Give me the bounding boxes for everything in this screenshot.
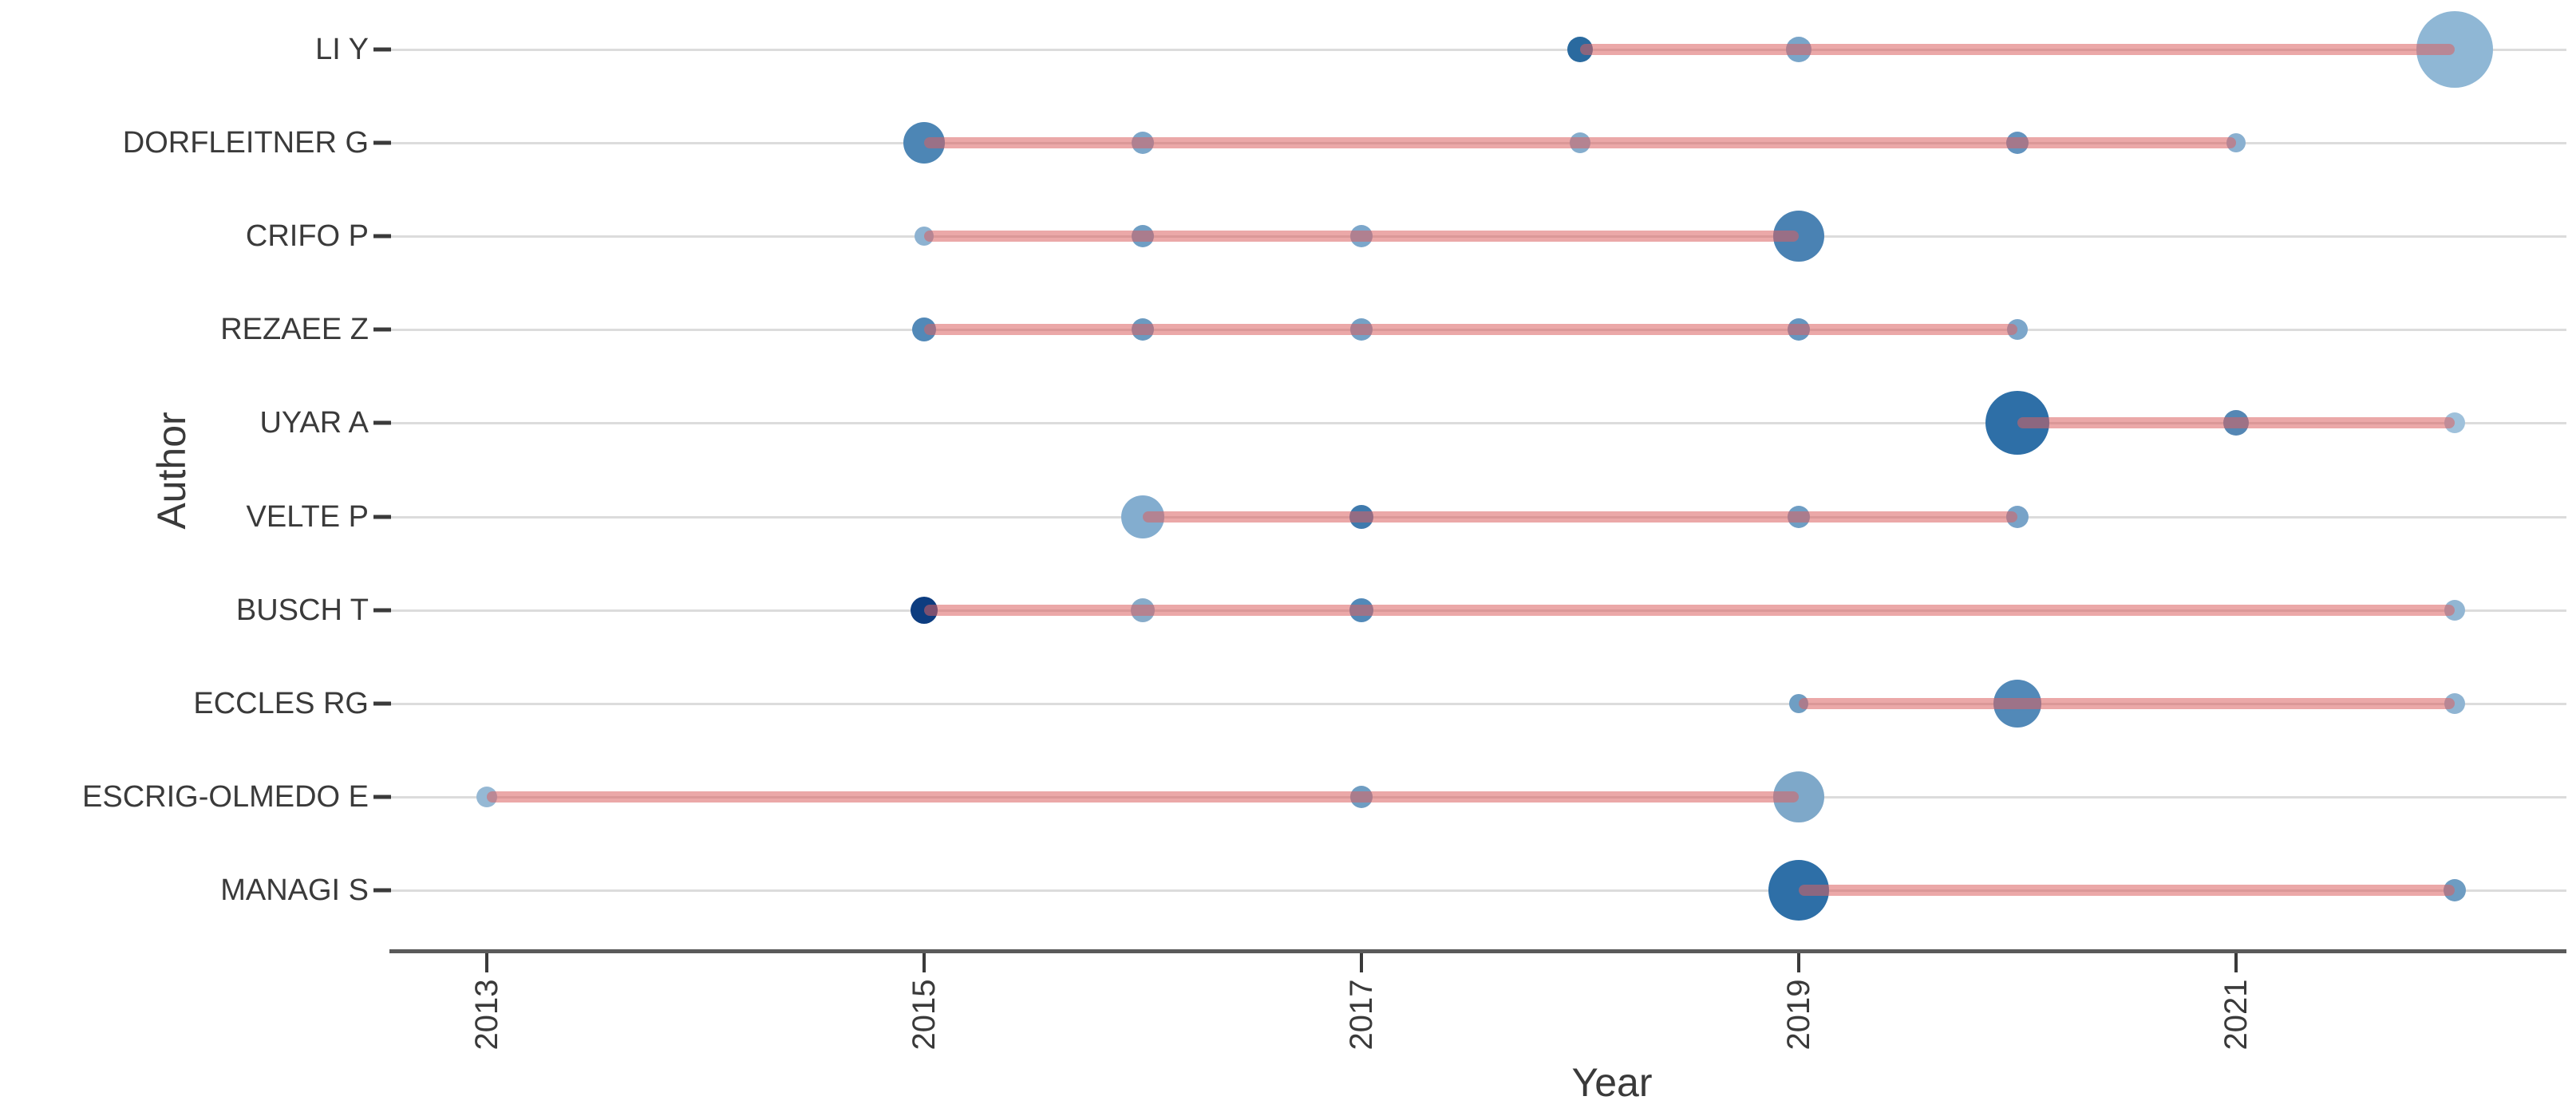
y-axis-tick (373, 234, 391, 239)
activity-span-line (487, 791, 1799, 803)
x-axis-title: Year (1571, 1060, 1653, 1105)
author-label: UYAR A (259, 406, 369, 440)
author-label: BUSCH T (235, 593, 369, 627)
activity-span-line (924, 231, 1799, 243)
y-axis-tick (373, 888, 391, 893)
x-axis-line (389, 949, 2566, 953)
x-axis-tick-label: 2019 (1781, 979, 1816, 1051)
x-axis-tick-label: 2013 (469, 979, 504, 1051)
activity-span-line (1143, 511, 2017, 523)
author-label: DORFLEITNER G (122, 126, 369, 160)
y-axis-tick (373, 140, 391, 145)
row-gridline (391, 702, 2566, 705)
activity-span-line (1580, 44, 2455, 55)
y-axis-tick (373, 701, 391, 706)
x-axis-tick-label: 2021 (2218, 979, 2254, 1051)
activity-span-line (1799, 697, 2455, 709)
row-gridline (391, 49, 2566, 51)
activity-span-line (924, 604, 2455, 616)
x-axis-tick (2234, 953, 2238, 972)
y-axis-tick (373, 47, 391, 52)
x-axis-tick-label: 2017 (1344, 979, 1379, 1051)
row-gridline (391, 422, 2566, 425)
activity-span-line (1799, 884, 2455, 896)
x-axis-tick (1360, 953, 1363, 972)
x-axis-tick (1797, 953, 1800, 972)
y-axis-tick (373, 795, 391, 799)
author-label: ESCRIG-OLMEDO E (82, 779, 369, 814)
y-axis-tick (373, 608, 391, 613)
activity-span-line (924, 137, 2236, 149)
author-label: CRIFO P (245, 219, 369, 254)
x-axis-tick (923, 953, 926, 972)
activity-span-line (924, 324, 2017, 336)
y-axis-title: Author (149, 412, 194, 530)
author-label: MANAGI S (220, 873, 369, 907)
author-label: REZAEE Z (220, 313, 369, 347)
y-axis-tick (373, 420, 391, 425)
y-axis-tick (373, 327, 391, 332)
author-label: VELTE P (246, 499, 369, 534)
x-axis-tick-label: 2015 (907, 979, 942, 1051)
author-label: ECCLES RG (193, 686, 369, 720)
x-axis-tick (485, 953, 488, 972)
author-label: LI Y (315, 33, 369, 66)
y-axis-tick (373, 515, 391, 519)
activity-span-line (2017, 417, 2455, 429)
row-gridline (391, 889, 2566, 892)
